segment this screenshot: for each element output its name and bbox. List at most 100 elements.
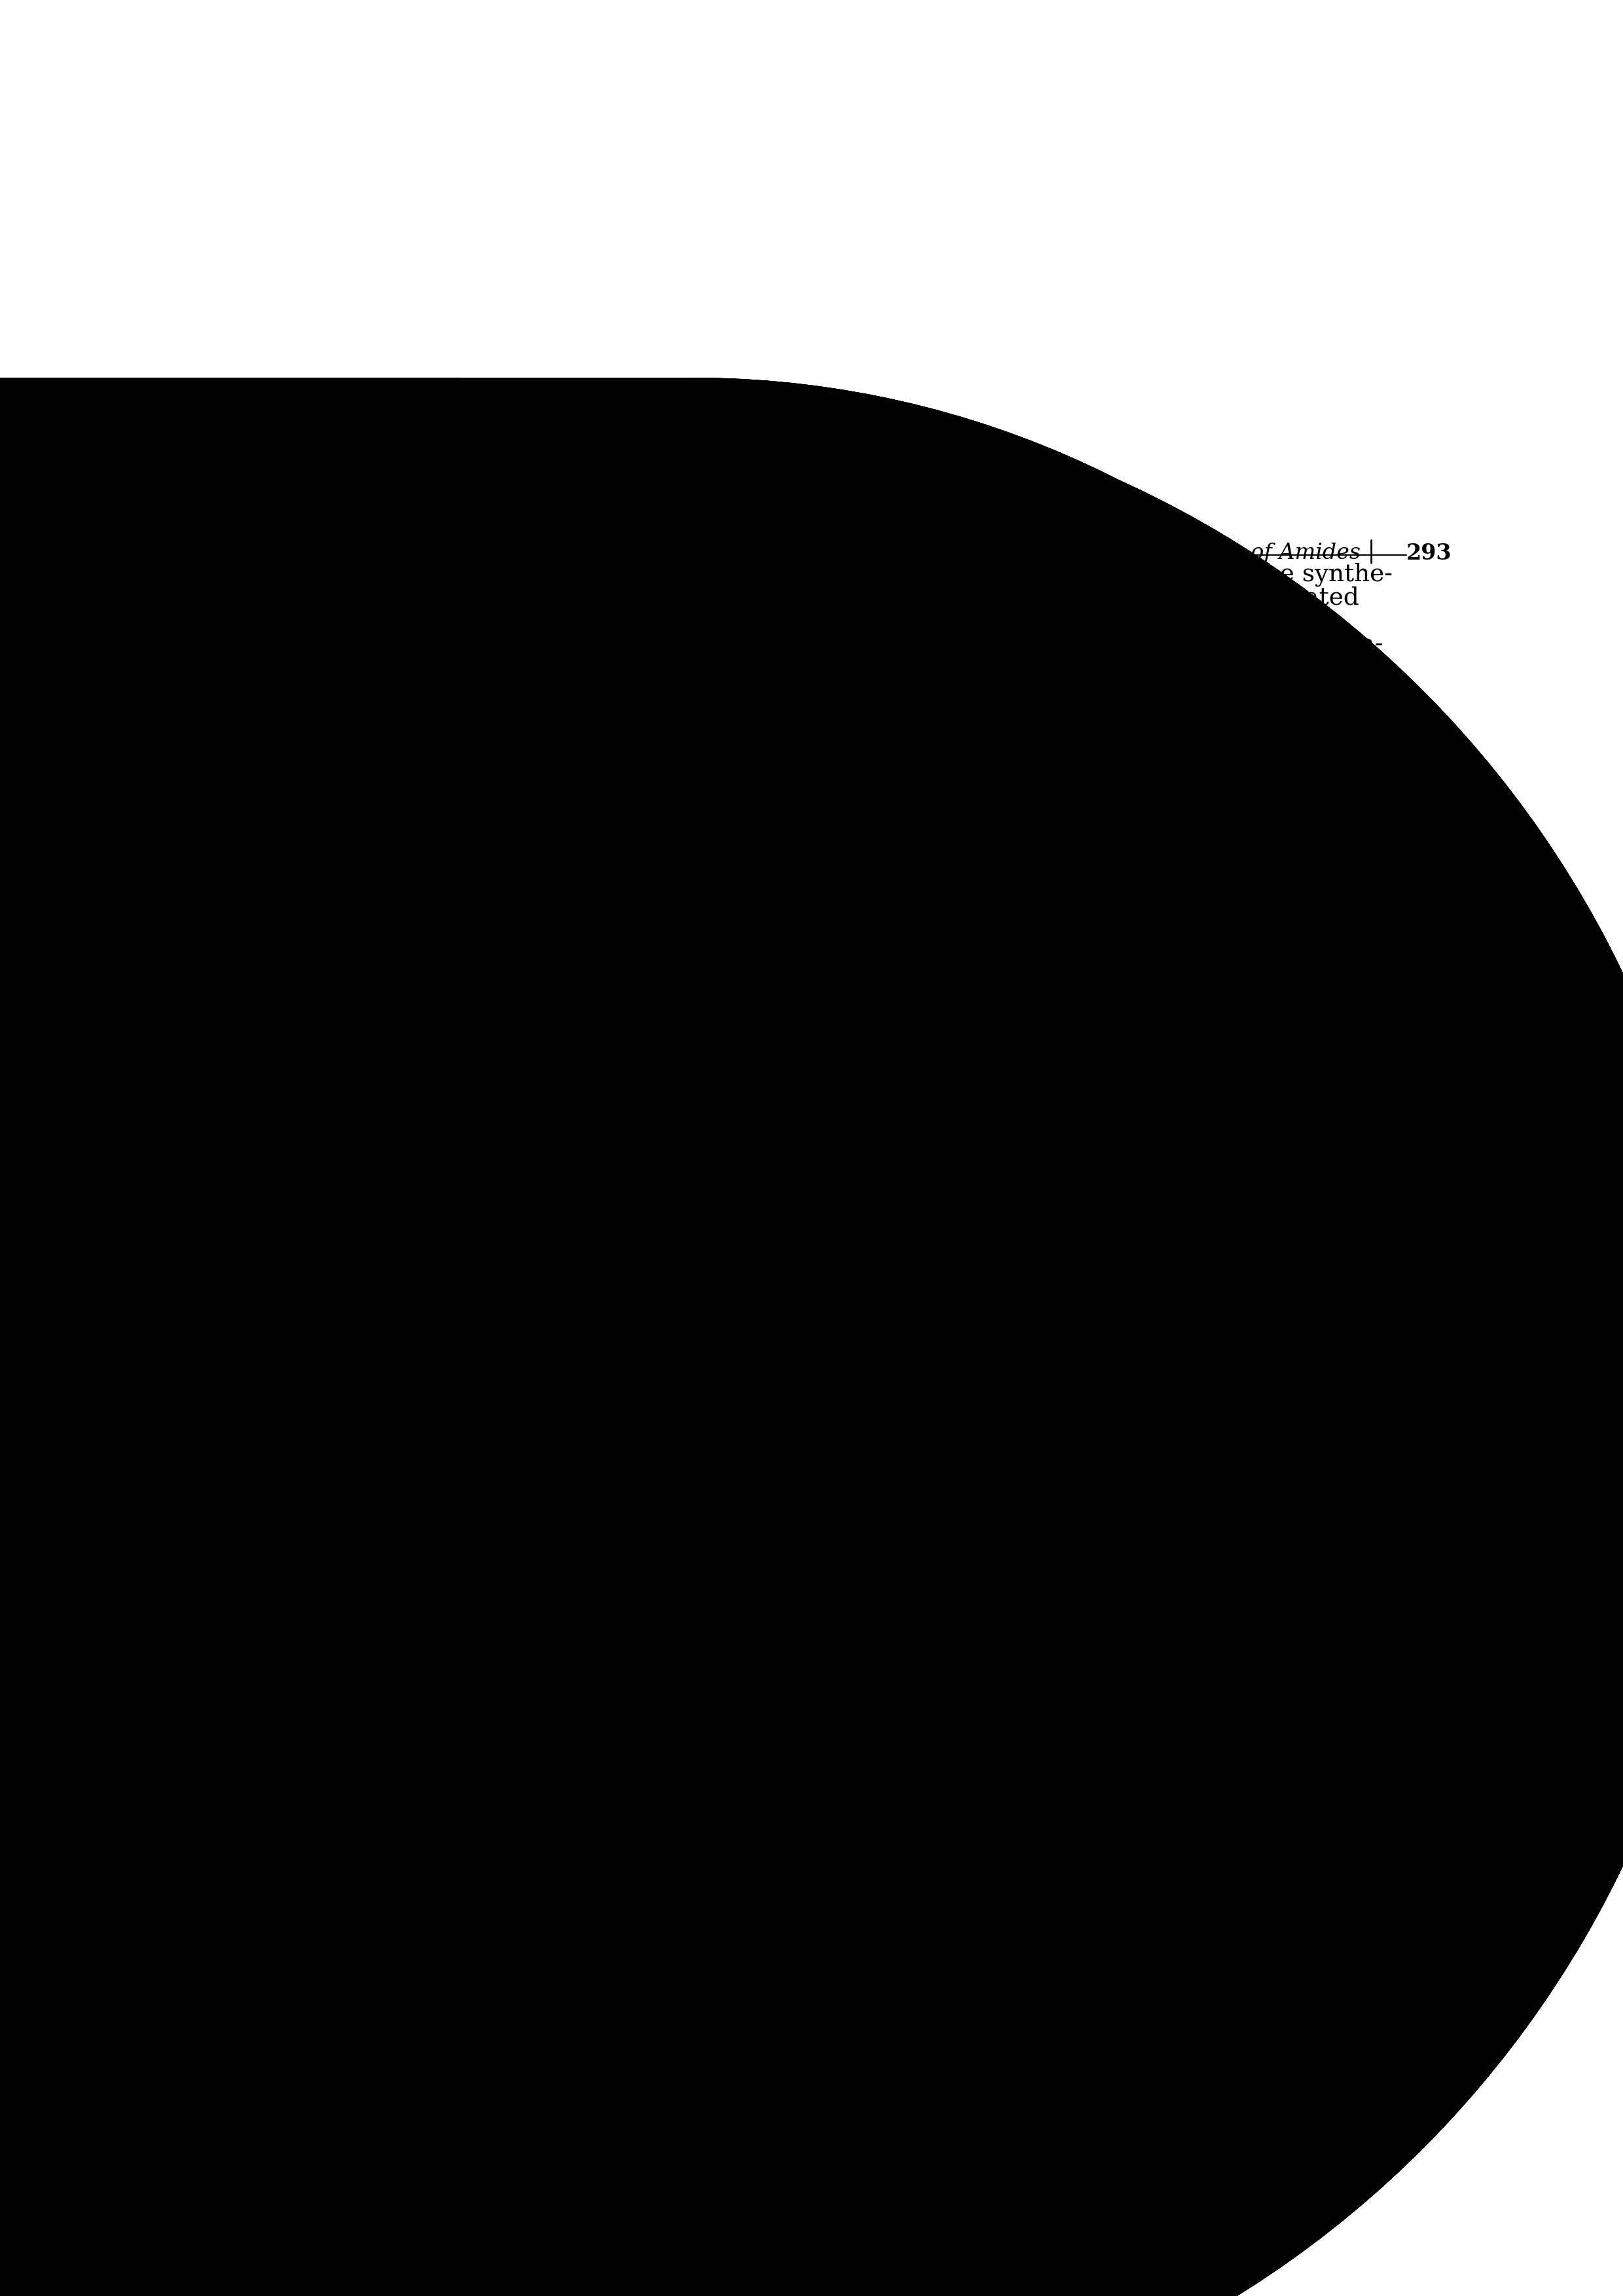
Text: was stored for future use. The oxidation: was stored for future use. The oxidation bbox=[313, 1049, 812, 1072]
Text: tions, Matsumura and coworkers have: tions, Matsumura and coworkers have bbox=[857, 957, 1334, 980]
Text: Same: Same bbox=[451, 1398, 506, 1419]
Text: sis of 12 g of product. The methoxylated: sis of 12 g of product. The methoxylated bbox=[857, 585, 1360, 611]
Text: work, the enecarbamate products were: work, the enecarbamate products were bbox=[313, 703, 803, 726]
Text: (69): (69) bbox=[799, 1483, 854, 1504]
Text: (Scheme 24) [56].: (Scheme 24) [56]. bbox=[857, 912, 1079, 934]
Text: generate the N-α-methoxy carbamates,: generate the N-α-methoxy carbamates, bbox=[857, 1118, 1345, 1143]
Text: In addition to elimination reactions,: In addition to elimination reactions, bbox=[336, 771, 782, 794]
Text: to synthesize β-amino acid derivatives: to synthesize β-amino acid derivatives bbox=[857, 886, 1331, 912]
Text: Imidazole: Imidazole bbox=[503, 1417, 602, 1437]
Text: with a variety of nucleophiles [47]. In: with a variety of nucleophiles [47]. In bbox=[313, 840, 779, 866]
Text: ions. These reactions have been used: ions. These reactions have been used bbox=[857, 863, 1321, 889]
Text: O: O bbox=[638, 1366, 657, 1389]
Text: shown that electrochemically derived: shown that electrochemically derived bbox=[857, 980, 1324, 1003]
Text: 10.4  The Anodic Oxidation of Amides: 10.4 The Anodic Oxidation of Amides bbox=[943, 542, 1362, 563]
Text: trophiles in asymmetric alkylation re-: trophiles in asymmetric alkylation re- bbox=[857, 1026, 1324, 1049]
Text: TBDMSCl: TBDMSCl bbox=[503, 1403, 602, 1421]
Text: of bicyclic lactam intermediates (69) and: of bicyclic lactam intermediates (69) an… bbox=[857, 748, 1367, 771]
Text: O: O bbox=[622, 1293, 639, 1316]
Text: NH: NH bbox=[386, 1412, 424, 1433]
Text: subsequently hydroborated in order to: subsequently hydroborated in order to bbox=[313, 726, 794, 748]
Text: made on a 5-g scale [53]. Compound (68): made on a 5-g scale [53]. Compound (68) bbox=[857, 703, 1371, 726]
Text: electrolysis reactions have been treated: electrolysis reactions have been treated bbox=[313, 817, 812, 843]
Text: of (64) is representative of this family: of (64) is representative of this family bbox=[313, 1072, 782, 1097]
Text: elimination of the methoxy group. In this: elimination of the methoxy group. In thi… bbox=[313, 680, 823, 703]
Text: OH: OH bbox=[375, 1384, 409, 1405]
Text: precursors of pyrrolidine azasugar deriva-: precursors of pyrrolidine azasugar deriv… bbox=[857, 631, 1383, 657]
Text: starting materials available to synthetic: starting materials available to syntheti… bbox=[313, 912, 808, 934]
Text: 3 steps: 3 steps bbox=[690, 1403, 763, 1421]
Text: (1): (1) bbox=[286, 1309, 318, 1329]
Text: N-acyliminium ions can serve as elec-: N-acyliminium ions can serve as elec- bbox=[857, 1003, 1326, 1026]
Text: OMe: OMe bbox=[579, 1460, 628, 1481]
Text: the methoxylated amide products from: the methoxylated amide products from bbox=[313, 794, 797, 817]
Text: scale. The desired enecarbamate products: scale. The desired enecarbamate products bbox=[313, 631, 842, 657]
Text: 293: 293 bbox=[1406, 542, 1453, 565]
Text: OTBS: OTBS bbox=[623, 1382, 682, 1403]
Text: recent studies, these efforts have been: recent studies, these efforts have been bbox=[313, 863, 797, 889]
Text: CH₂Cl: CH₂Cl bbox=[669, 1371, 730, 1391]
Text: O: O bbox=[638, 1251, 657, 1274]
Text: CH₂Cl: CH₂Cl bbox=[424, 1371, 487, 1391]
Text: (66): (66) bbox=[794, 1387, 849, 1410]
Text: Building blocks for the chiral pool by anodic α-methoxylation of amides.: Building blocks for the chiral pool by a… bbox=[391, 1777, 1297, 1800]
Text: amide obtained was used to generate: amide obtained was used to generate bbox=[857, 608, 1323, 634]
Text: HN: HN bbox=[391, 1295, 428, 1316]
Text: (64): (64) bbox=[377, 1384, 432, 1407]
Text: NH: NH bbox=[635, 1412, 674, 1433]
Text: (68)  (57%): (68) (57%) bbox=[568, 1499, 717, 1522]
Text: In these efforts, Steckhan and cowork-: In these efforts, Steckhan and cowork- bbox=[313, 980, 794, 1003]
Text: O: O bbox=[390, 1366, 407, 1389]
Text: actions illustrated in Scheme 23 [52, 53].: actions illustrated in Scheme 23 [52, 53… bbox=[313, 957, 828, 980]
Text: conditions: conditions bbox=[427, 1430, 532, 1451]
Text: O: O bbox=[394, 1251, 414, 1274]
Text: systems (Scheme 22) [51]. The oxidation: systems (Scheme 22) [51]. The oxidation bbox=[313, 585, 820, 611]
Text: utilized to expand the chiral pool of: utilized to expand the chiral pool of bbox=[313, 886, 755, 912]
Text: R: R bbox=[826, 1384, 841, 1405]
Text: (2): (2) bbox=[286, 1424, 318, 1446]
Text: current conditions and enabled the synthe-: current conditions and enabled the synth… bbox=[857, 563, 1393, 588]
Text: O: O bbox=[378, 1293, 396, 1316]
Text: the methoxycarbamate of a series of: the methoxycarbamate of a series of bbox=[857, 1072, 1311, 1097]
Text: O: O bbox=[586, 1527, 605, 1550]
Text: MeO: MeO bbox=[597, 1357, 646, 1378]
Text: 3 steps: 3 steps bbox=[690, 1295, 763, 1316]
Text: O: O bbox=[802, 1249, 821, 1270]
Text: =: = bbox=[604, 1607, 620, 1628]
Text: CH₂Cl: CH₂Cl bbox=[826, 1304, 888, 1325]
Text: constant current: constant current bbox=[445, 1290, 613, 1311]
Text: chemists. For example, consider the re-: chemists. For example, consider the re- bbox=[313, 934, 805, 957]
Text: (65)  (76%): (65) (76%) bbox=[563, 1384, 712, 1407]
Text: O: O bbox=[807, 1343, 826, 1366]
Text: (70) [55].: (70) [55]. bbox=[857, 771, 974, 794]
Text: used to make enecarbamates in acyclic: used to make enecarbamates in acyclic bbox=[313, 563, 802, 588]
Text: HO: HO bbox=[784, 1318, 818, 1339]
Text: (70): (70) bbox=[575, 1646, 630, 1669]
Text: 3 steps: 3 steps bbox=[537, 1518, 610, 1538]
Text: OTBS: OTBS bbox=[568, 1541, 626, 1561]
Text: tives (66) [54]. Using the same conditions,: tives (66) [54]. Using the same conditio… bbox=[857, 657, 1384, 680]
Text: HN: HN bbox=[635, 1295, 674, 1316]
Text: HO: HO bbox=[750, 1352, 784, 1371]
Text: R: R bbox=[831, 1357, 846, 1378]
Text: Scheme 23: Scheme 23 bbox=[313, 1777, 464, 1800]
Text: the methoxylated amide (68) could be: the methoxylated amide (68) could be bbox=[857, 680, 1329, 703]
Text: of reactions [52]. The oxidation was per-: of reactions [52]. The oxidation was per… bbox=[313, 1095, 816, 1120]
Text: cyclic amines was oxidized in order to: cyclic amines was oxidized in order to bbox=[857, 1095, 1331, 1120]
Text: was used as a precursor of the series: was used as a precursor of the series bbox=[857, 726, 1319, 748]
Text: actions (Scheme 25) [57]. In this case,: actions (Scheme 25) [57]. In this case, bbox=[857, 1049, 1334, 1072]
Text: ers have used the oxidation reaction to: ers have used the oxidation reaction to bbox=[313, 1003, 799, 1026]
Text: H: H bbox=[789, 1304, 805, 1325]
Text: electrochemically derived N-acyliminium: electrochemically derived N-acyliminium bbox=[857, 840, 1368, 866]
Text: N: N bbox=[823, 1368, 842, 1389]
Text: N: N bbox=[820, 1272, 839, 1295]
Text: In an another analogous set of reac-: In an another analogous set of reac- bbox=[880, 934, 1329, 957]
Text: electrolysis: electrolysis bbox=[422, 1414, 537, 1435]
Text: 4 F mole⁻¹; NaSO₃Ph: 4 F mole⁻¹; NaSO₃Ph bbox=[432, 1306, 626, 1325]
Text: organozinc reagents can be added to: organozinc reagents can be added to bbox=[857, 817, 1318, 843]
Text: reactions were typically done on a 6-g: reactions were typically done on a 6-g bbox=[313, 608, 787, 634]
Text: N: N bbox=[579, 1607, 599, 1628]
Text: were then formed using a base-catalyzed: were then formed using a base-catalyzed bbox=[313, 657, 824, 680]
Text: (67): (67) bbox=[370, 1497, 427, 1520]
Text: MeOH/Pt cathode: MeOH/Pt cathode bbox=[448, 1320, 612, 1336]
